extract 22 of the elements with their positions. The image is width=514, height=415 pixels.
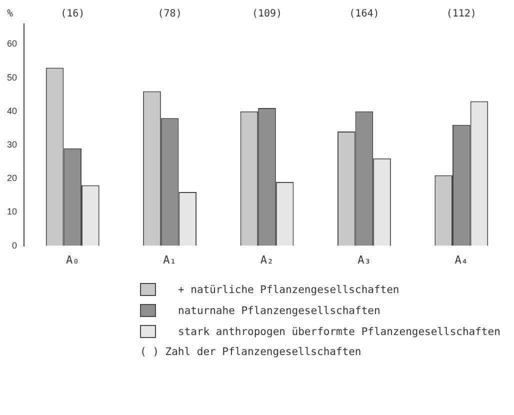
y-axis-title: %: [6, 8, 14, 20]
text: (109): [252, 8, 282, 20]
y-tick-label: 20: [6, 173, 18, 184]
x-tick-label: A₂: [260, 253, 274, 266]
x-tick-label: A₄: [454, 253, 468, 266]
text: ( ) Zahl der Pflanzengesellschaften: [140, 345, 362, 360]
x-tick-label: A₃: [358, 253, 371, 266]
legend-label: naturnahe Pflanzengesellschaften: [178, 304, 380, 316]
x-tick-label: A₁: [163, 253, 176, 266]
legend-label: stark anthropogen überformte Pflanzengesellschaften: [178, 326, 500, 338]
text: (112): [446, 8, 476, 20]
y-tick-label: 0: [12, 240, 18, 250]
y-tick-label: 50: [6, 72, 18, 82]
legend-label: + natürliche Pflanzengesellschaften: [178, 284, 400, 296]
y-tick-label: 60: [6, 38, 18, 49]
y-tick-label: 40: [6, 106, 18, 116]
text: (78): [158, 8, 182, 20]
x-tick-label: A₀: [66, 253, 80, 266]
y-tick-label: 10: [6, 206, 18, 217]
y-tick-label: 30: [6, 139, 18, 150]
text: (16): [60, 8, 85, 20]
text: (164): [349, 8, 380, 20]
